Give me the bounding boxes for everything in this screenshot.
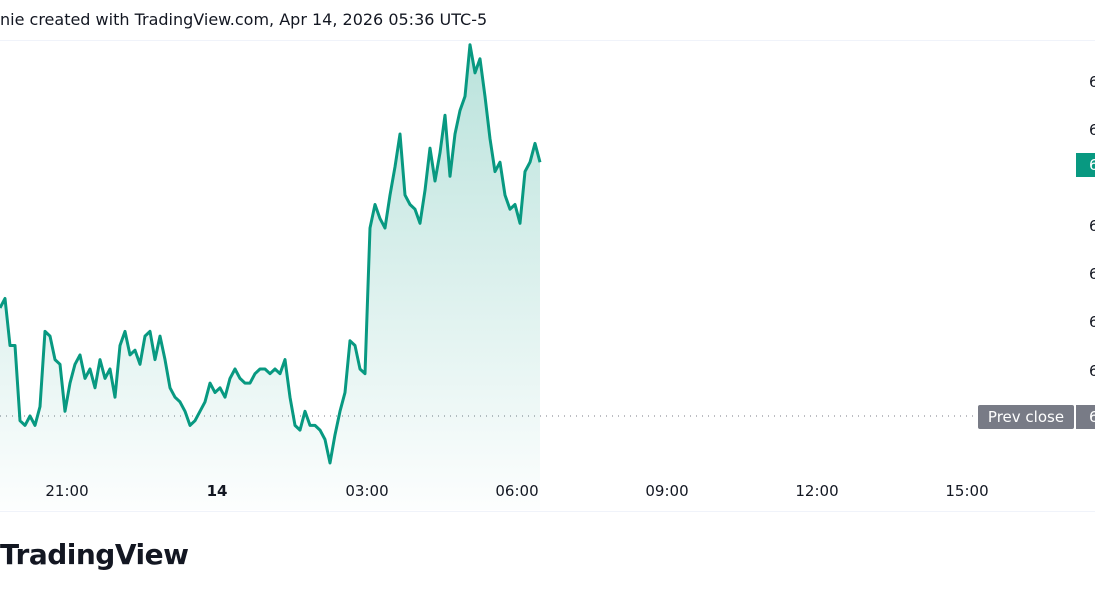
- price-area-fill: [0, 44, 540, 510]
- time-axis-label: 14: [206, 482, 228, 500]
- header-divider: [0, 40, 1095, 41]
- prev-close-label: Prev close: [978, 405, 1074, 429]
- chart-header: nie created with TradingView.com, Apr 14…: [0, 10, 488, 29]
- last-price-tag: 6: [1076, 153, 1095, 177]
- price-line: [0, 43, 542, 465]
- time-axis-label: 21:00: [45, 482, 89, 500]
- tradingview-logo: TradingView: [0, 538, 189, 571]
- time-axis-label: 03:00: [345, 482, 389, 500]
- price-axis-label: 6: [1089, 217, 1095, 235]
- prev-close-value: 6: [1076, 405, 1095, 429]
- time-axis-label: 15:00: [945, 482, 989, 500]
- price-axis-label: 6: [1089, 121, 1095, 139]
- price-axis-label: 6: [1089, 313, 1095, 331]
- time-axis-label: 06:00: [495, 482, 539, 500]
- price-axis-label: 6: [1089, 73, 1095, 91]
- price-axis-label: 6: [1089, 265, 1095, 283]
- time-axis-label: 12:00: [795, 482, 839, 500]
- price-axis-label: 6: [1089, 362, 1095, 380]
- time-axis-label: 09:00: [645, 482, 689, 500]
- time-axis-divider: [0, 511, 1095, 512]
